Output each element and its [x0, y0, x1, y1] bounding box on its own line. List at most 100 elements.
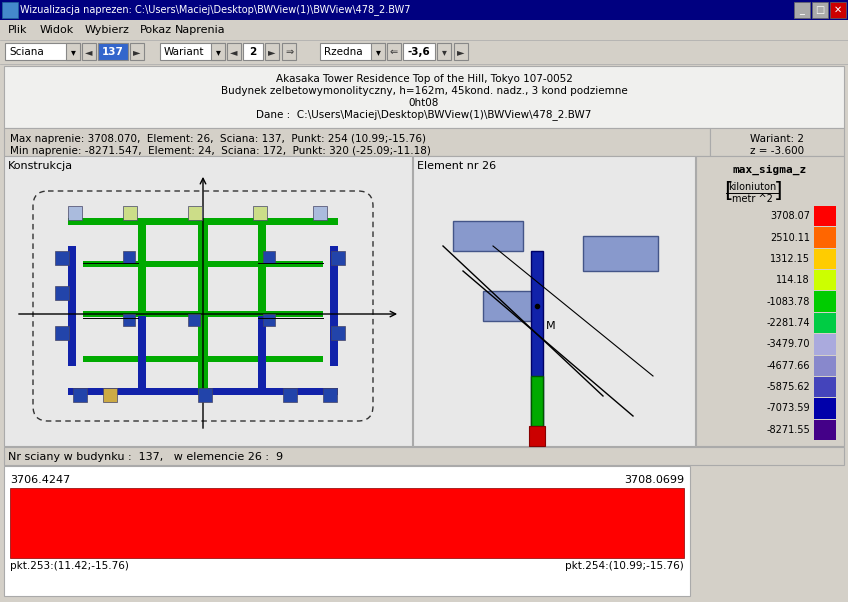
Text: metr ^2: metr ^2: [732, 194, 773, 204]
Text: 2510.11: 2510.11: [770, 232, 810, 243]
Text: ⇒: ⇒: [285, 47, 293, 57]
Bar: [403, 43, 435, 60]
Bar: [0, 0, 848, 20]
Bar: [282, 43, 296, 60]
Text: Akasaka Tower Residence Top of the Hill, Tokyo 107-0052: Akasaka Tower Residence Top of the Hill,…: [276, 74, 572, 84]
Bar: [10, 488, 684, 558]
Text: Wybierz: Wybierz: [85, 25, 130, 35]
Bar: [5, 43, 80, 60]
Text: Plik: Plik: [8, 25, 27, 35]
Text: -3,6: -3,6: [408, 47, 431, 57]
Text: 137: 137: [102, 47, 124, 57]
Bar: [123, 206, 137, 220]
Bar: [814, 334, 836, 355]
Bar: [330, 246, 338, 366]
Bar: [68, 218, 338, 225]
Text: ⇐: ⇐: [390, 47, 398, 57]
Text: 1312.15: 1312.15: [770, 254, 810, 264]
Text: pkt.254:(10.99;-15.76): pkt.254:(10.99;-15.76): [566, 561, 684, 571]
Bar: [794, 2, 810, 18]
Bar: [4, 466, 690, 596]
Text: z = -3.600: z = -3.600: [750, 146, 804, 156]
Bar: [331, 326, 345, 340]
Bar: [83, 261, 323, 267]
Bar: [211, 43, 225, 60]
Bar: [55, 286, 69, 300]
Text: 2: 2: [249, 47, 257, 57]
Bar: [483, 291, 538, 321]
Text: ►: ►: [268, 47, 276, 57]
Bar: [313, 206, 327, 220]
Bar: [98, 43, 128, 60]
Bar: [830, 2, 846, 18]
Text: ✕: ✕: [834, 5, 842, 15]
Bar: [814, 228, 836, 248]
Bar: [413, 156, 695, 446]
Bar: [160, 43, 225, 60]
Bar: [188, 206, 202, 220]
Text: Budynek zelbetowymonolityczny, h=162m, 45kond. nadz., 3 kond podziemne: Budynek zelbetowymonolityczny, h=162m, 4…: [220, 86, 628, 96]
Text: Nr sciany w budynku :  137,   w elemencie 26 :  9: Nr sciany w budynku : 137, w elemencie 2…: [8, 452, 283, 462]
Bar: [68, 206, 82, 220]
Bar: [529, 426, 545, 446]
Text: Dane :  C:\Users\Maciej\Desktop\BWView(1)\BWView\478_2.BW7: Dane : C:\Users\Maciej\Desktop\BWView(1)…: [256, 110, 592, 120]
Text: Widok: Widok: [40, 25, 75, 35]
Bar: [258, 316, 266, 391]
Text: 114.18: 114.18: [777, 275, 810, 285]
Bar: [103, 388, 117, 402]
Bar: [531, 251, 543, 426]
Text: ▾: ▾: [215, 47, 220, 57]
Text: -4677.66: -4677.66: [767, 361, 810, 371]
Text: max_sigma_z: max_sigma_z: [733, 165, 807, 175]
Bar: [387, 43, 401, 60]
Bar: [83, 311, 323, 317]
Bar: [814, 377, 836, 397]
Bar: [138, 218, 146, 318]
Bar: [323, 388, 337, 402]
Bar: [583, 236, 658, 271]
Bar: [55, 251, 69, 265]
Text: ◄: ◄: [86, 47, 92, 57]
Text: 3706.4247: 3706.4247: [10, 475, 70, 485]
Bar: [4, 156, 412, 446]
Bar: [453, 221, 523, 251]
Text: ►: ►: [457, 47, 465, 57]
Bar: [283, 388, 297, 402]
Text: -2281.74: -2281.74: [767, 318, 810, 328]
Bar: [437, 43, 451, 60]
Bar: [4, 128, 710, 156]
Bar: [371, 43, 385, 60]
Text: [: [: [724, 181, 733, 201]
Bar: [130, 43, 144, 60]
Text: Wariant: Wariant: [164, 47, 204, 57]
Text: ◄: ◄: [231, 47, 237, 57]
Bar: [2, 2, 18, 18]
Text: ]: ]: [773, 181, 782, 201]
Text: Naprenia: Naprenia: [175, 25, 226, 35]
Bar: [68, 246, 76, 366]
Bar: [814, 270, 836, 290]
Bar: [138, 316, 146, 391]
Text: Min naprenie: -8271.547,  Element: 24,  Sciana: 172,  Punkt: 320 (-25.09;-11.18): Min naprenie: -8271.547, Element: 24, Sc…: [10, 146, 431, 156]
Text: -7073.59: -7073.59: [767, 403, 810, 414]
Bar: [531, 376, 543, 426]
Bar: [263, 251, 275, 263]
Bar: [4, 447, 844, 465]
Text: □: □: [816, 5, 824, 15]
Bar: [320, 43, 385, 60]
Text: pkt.253:(11.42;-15.76): pkt.253:(11.42;-15.76): [10, 561, 129, 571]
Text: Max naprenie: 3708.070,  Element: 26,  Sciana: 137,  Punkt: 254 (10.99;-15.76): Max naprenie: 3708.070, Element: 26, Sci…: [10, 134, 426, 144]
Bar: [123, 314, 135, 326]
Bar: [710, 128, 844, 156]
Bar: [55, 326, 69, 340]
Bar: [696, 156, 844, 446]
Text: -5875.62: -5875.62: [767, 382, 810, 392]
Text: Element nr 26: Element nr 26: [417, 161, 496, 171]
Bar: [82, 43, 96, 60]
Bar: [227, 43, 241, 60]
Text: ▾: ▾: [70, 47, 75, 57]
Text: Wariant: 2: Wariant: 2: [750, 134, 804, 144]
Bar: [73, 388, 87, 402]
Bar: [814, 420, 836, 440]
Text: 3708.07: 3708.07: [770, 211, 810, 221]
